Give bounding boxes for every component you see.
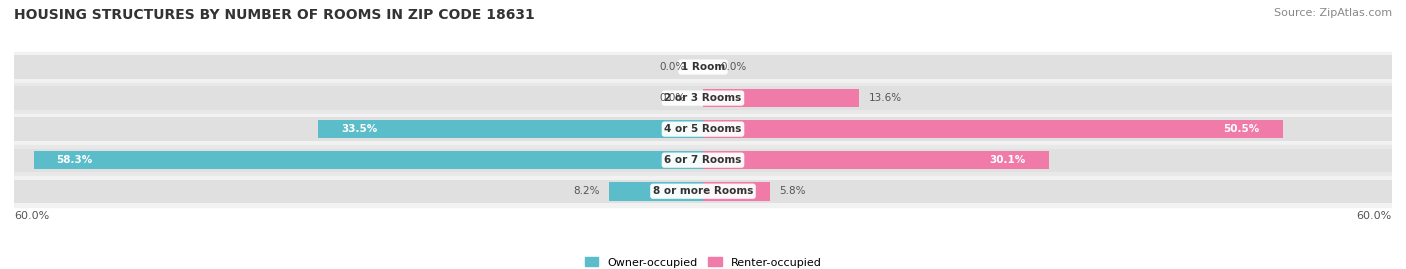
Bar xyxy=(14,114,1392,145)
Bar xyxy=(14,176,1392,207)
Text: Source: ZipAtlas.com: Source: ZipAtlas.com xyxy=(1274,8,1392,18)
Text: 13.6%: 13.6% xyxy=(869,93,901,103)
Bar xyxy=(703,120,1282,139)
Text: 60.0%: 60.0% xyxy=(14,211,49,221)
Text: 8.2%: 8.2% xyxy=(574,186,599,196)
Bar xyxy=(703,151,1049,169)
Bar xyxy=(14,83,1392,114)
Bar xyxy=(14,180,703,203)
Bar xyxy=(14,55,703,79)
Bar xyxy=(609,182,703,200)
Bar xyxy=(34,151,703,169)
Bar xyxy=(703,148,1392,172)
Legend: Owner-occupied, Renter-occupied: Owner-occupied, Renter-occupied xyxy=(581,253,825,269)
Text: 0.0%: 0.0% xyxy=(659,62,686,72)
Bar xyxy=(14,86,703,110)
Bar xyxy=(703,55,1392,79)
Text: 60.0%: 60.0% xyxy=(1357,211,1392,221)
Text: 0.0%: 0.0% xyxy=(659,93,686,103)
Text: 8 or more Rooms: 8 or more Rooms xyxy=(652,186,754,196)
Bar xyxy=(14,52,1392,83)
Text: 4 or 5 Rooms: 4 or 5 Rooms xyxy=(664,124,742,134)
Bar xyxy=(703,118,1392,141)
Bar xyxy=(703,89,859,107)
Bar xyxy=(14,145,1392,176)
Text: 2 or 3 Rooms: 2 or 3 Rooms xyxy=(665,93,741,103)
Bar xyxy=(703,182,769,200)
Text: 5.8%: 5.8% xyxy=(779,186,806,196)
Text: 33.5%: 33.5% xyxy=(342,124,378,134)
Text: 0.0%: 0.0% xyxy=(720,62,747,72)
Text: HOUSING STRUCTURES BY NUMBER OF ROOMS IN ZIP CODE 18631: HOUSING STRUCTURES BY NUMBER OF ROOMS IN… xyxy=(14,8,534,22)
Bar xyxy=(703,180,1392,203)
Bar xyxy=(703,86,1392,110)
Text: 6 or 7 Rooms: 6 or 7 Rooms xyxy=(664,155,742,165)
Bar xyxy=(318,120,703,139)
Bar xyxy=(14,118,703,141)
Text: 58.3%: 58.3% xyxy=(56,155,93,165)
Text: 50.5%: 50.5% xyxy=(1223,124,1260,134)
Bar xyxy=(14,148,703,172)
Text: 1 Room: 1 Room xyxy=(681,62,725,72)
Text: 30.1%: 30.1% xyxy=(990,155,1025,165)
